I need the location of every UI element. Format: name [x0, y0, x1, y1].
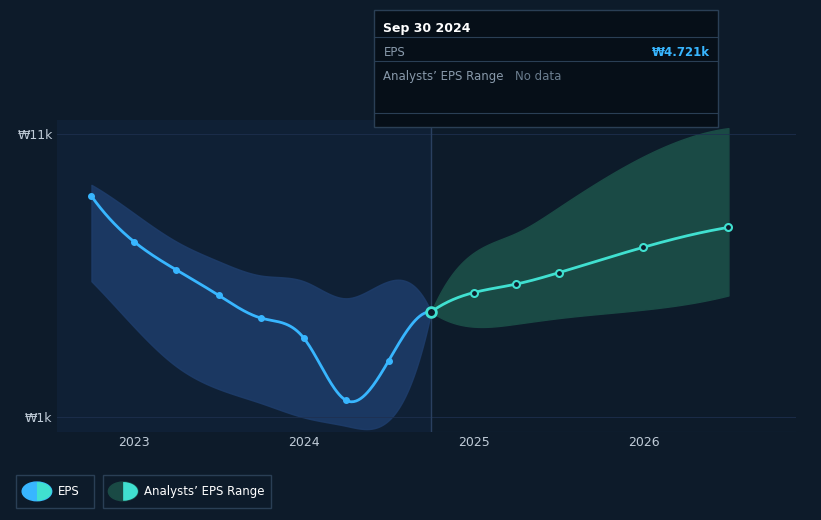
Text: No data: No data: [515, 70, 561, 83]
Text: Analysts’ EPS Range: Analysts’ EPS Range: [144, 485, 264, 498]
Bar: [431, 120, 796, 432]
Text: Actual: Actual: [391, 103, 428, 116]
Text: ₩4.721k: ₩4.721k: [652, 46, 710, 59]
Text: Sep 30 2024: Sep 30 2024: [383, 22, 471, 35]
Text: Analysts’ EPS Range: Analysts’ EPS Range: [383, 70, 504, 83]
Text: Analysts Forecasts: Analysts Forecasts: [435, 103, 545, 116]
Bar: [57, 120, 431, 432]
Text: EPS: EPS: [57, 485, 79, 498]
Text: EPS: EPS: [383, 46, 405, 59]
